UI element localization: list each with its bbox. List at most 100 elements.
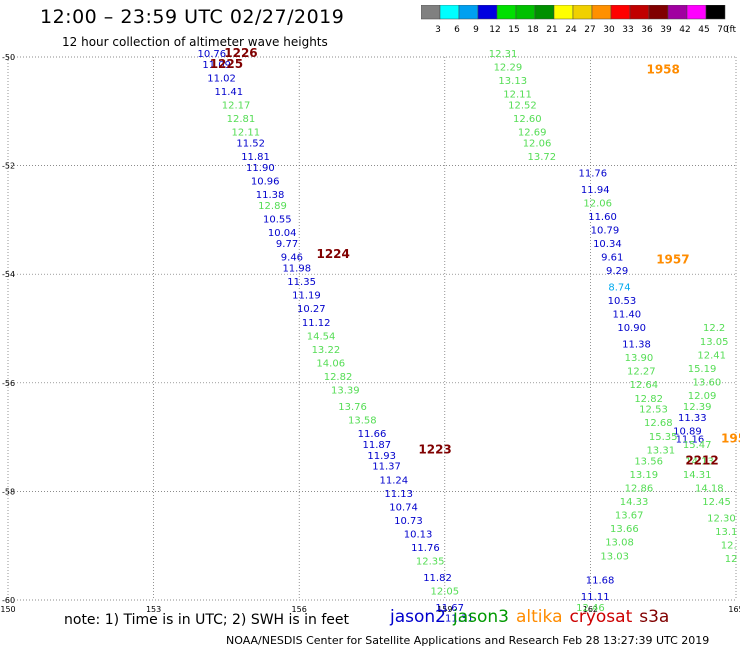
wave-height-label: 11.12 bbox=[302, 318, 331, 329]
x-tick-label: 156 bbox=[292, 605, 307, 614]
mission-jason2: jason2 bbox=[390, 607, 446, 627]
scale-label: 3 bbox=[435, 25, 441, 35]
wave-height-label: 10.96 bbox=[251, 177, 280, 188]
wave-height-label: 12.46 bbox=[576, 603, 605, 614]
pass-time-label: 1226 bbox=[224, 46, 257, 60]
wave-height-label: 13.03 bbox=[600, 551, 629, 562]
wave-height-label: 11.33 bbox=[678, 413, 707, 424]
wave-height-label: 13.39 bbox=[331, 386, 360, 397]
wave-height-label: 11.94 bbox=[581, 185, 610, 196]
wave-height-label: 12.69 bbox=[518, 128, 547, 139]
scale-swatch bbox=[705, 5, 726, 20]
wave-height-label: 13.19 bbox=[629, 470, 658, 481]
wave-height-label: 9.29 bbox=[606, 266, 628, 277]
wave-height-label: 11.38 bbox=[622, 340, 651, 351]
wave-height-label: 12.11 bbox=[231, 128, 260, 139]
page-title: 12:00 – 23:59 UTC 02/27/2019 bbox=[40, 6, 345, 28]
y-tick-label: -58 bbox=[2, 487, 15, 496]
wave-height-label: 9.46 bbox=[281, 253, 303, 264]
scale-label: 24 bbox=[565, 25, 577, 35]
scale-label: 18 bbox=[527, 25, 539, 35]
wave-height-label: 11.87 bbox=[363, 440, 392, 451]
wave-height-label: 10.27 bbox=[297, 304, 326, 315]
wave-height-label: 8.74 bbox=[608, 282, 630, 293]
wave-height-label: 13.76 bbox=[338, 402, 367, 413]
wave-height-label: 12.2 bbox=[703, 323, 725, 334]
scale-label: 45 bbox=[698, 25, 709, 35]
wave-height-label: 15.47 bbox=[683, 440, 712, 451]
scale-unit: (ft) bbox=[726, 25, 736, 35]
wave-height-label: 9.61 bbox=[601, 253, 623, 264]
wave-height-label: 11.52 bbox=[236, 139, 265, 150]
wave-height-label: 12.41 bbox=[697, 350, 726, 361]
pass-time-label: 1224 bbox=[316, 247, 349, 261]
scale-label: 27 bbox=[584, 25, 595, 35]
wave-height-label: 11.67 bbox=[435, 603, 464, 614]
wave-height-label: 13.67 bbox=[615, 511, 644, 522]
y-tick-label: -50 bbox=[2, 53, 15, 62]
wave-height-label: 12.64 bbox=[629, 380, 658, 391]
scale-label: 39 bbox=[660, 25, 672, 35]
scale-label: 33 bbox=[622, 25, 633, 35]
wave-height-label: 12.11 bbox=[503, 90, 532, 101]
wave-height-label: 12.09 bbox=[688, 391, 717, 402]
wave-height-label: 12.86 bbox=[625, 483, 654, 494]
wave-height-label: 12.06 bbox=[523, 139, 552, 150]
wave-height-label: 13.1 bbox=[715, 527, 737, 538]
pass-time-label: 1225 bbox=[210, 57, 243, 71]
wave-height-label: 12.06 bbox=[583, 198, 612, 209]
wave-height-label: 11.02 bbox=[207, 73, 236, 84]
x-tick-label: 165 bbox=[728, 605, 740, 614]
page-subtitle: 12 hour collection of altimeter wave hei… bbox=[62, 35, 328, 49]
wave-height-label: 12.27 bbox=[627, 367, 656, 378]
wave-height-label: 11.98 bbox=[282, 263, 311, 274]
scale-label: 21 bbox=[546, 25, 557, 35]
mission-s3a: s3a bbox=[639, 607, 670, 627]
wave-height-label: 10.04 bbox=[268, 228, 297, 239]
scale-label: 6 bbox=[454, 25, 460, 35]
wave-height-label: 13.90 bbox=[625, 353, 654, 364]
wave-height-label: 11.31 bbox=[445, 614, 474, 625]
wave-height-label: 13.72 bbox=[528, 152, 557, 163]
pass-time-label: 1223 bbox=[418, 442, 451, 456]
wave-height-label: 10.74 bbox=[389, 502, 418, 513]
pass-time-label: 2212 bbox=[685, 453, 718, 467]
wave-height-label: 11.24 bbox=[380, 475, 409, 486]
wave-height-label: 11.93 bbox=[367, 451, 396, 462]
wave-height-label: 13.66 bbox=[610, 524, 639, 535]
wave-height-label: 11.60 bbox=[588, 212, 617, 223]
wave-height-label: 11.40 bbox=[612, 310, 641, 321]
scale-label: 30 bbox=[603, 25, 615, 35]
wave-height-label: 11.16 bbox=[676, 435, 705, 446]
scale-label: 42 bbox=[679, 25, 690, 35]
wave-height-label: 12.53 bbox=[639, 405, 668, 416]
wave-height-label: 11.09 bbox=[202, 60, 231, 71]
wave-height-label: 14.18 bbox=[695, 483, 724, 494]
wave-height-label: 13.13 bbox=[498, 76, 527, 87]
wave-height-label: 12.39 bbox=[683, 402, 712, 413]
wave-height-label: 12.89 bbox=[258, 201, 287, 212]
scale-label: 36 bbox=[641, 25, 653, 35]
wave-height-label: 13.05 bbox=[700, 337, 729, 348]
wave-height-label: 11.41 bbox=[215, 87, 244, 98]
wave-height-label: 12.82 bbox=[324, 372, 353, 383]
y-tick-label: -56 bbox=[2, 379, 15, 388]
footer-note: note: 1) Time is in UTC; 2) SWH is in fe… bbox=[64, 612, 350, 628]
wave-height-label: 12.29 bbox=[494, 63, 523, 74]
wave-height-label: 13.08 bbox=[605, 538, 634, 549]
wave-height-label: 11.11 bbox=[581, 592, 610, 603]
wave-height-label: 12.05 bbox=[430, 587, 459, 598]
mission-jason3: jason3 bbox=[453, 607, 509, 627]
y-tick-label: -60 bbox=[2, 596, 15, 605]
x-tick-label: 159 bbox=[437, 605, 452, 614]
wave-height-label: 11.38 bbox=[256, 190, 285, 201]
wave-height-label: 11.90 bbox=[246, 163, 275, 174]
credit-line: NOAA/NESDIS Center for Satellite Applica… bbox=[226, 634, 710, 647]
wave-height-label: 12.30 bbox=[707, 513, 736, 524]
wave-height-label: 9.77 bbox=[276, 239, 298, 250]
wave-height-label: 11.35 bbox=[287, 277, 316, 288]
wave-height-label: 12.52 bbox=[508, 101, 537, 112]
wave-height-label: 10.73 bbox=[394, 516, 423, 527]
wave-height-label: 13.60 bbox=[693, 378, 722, 389]
